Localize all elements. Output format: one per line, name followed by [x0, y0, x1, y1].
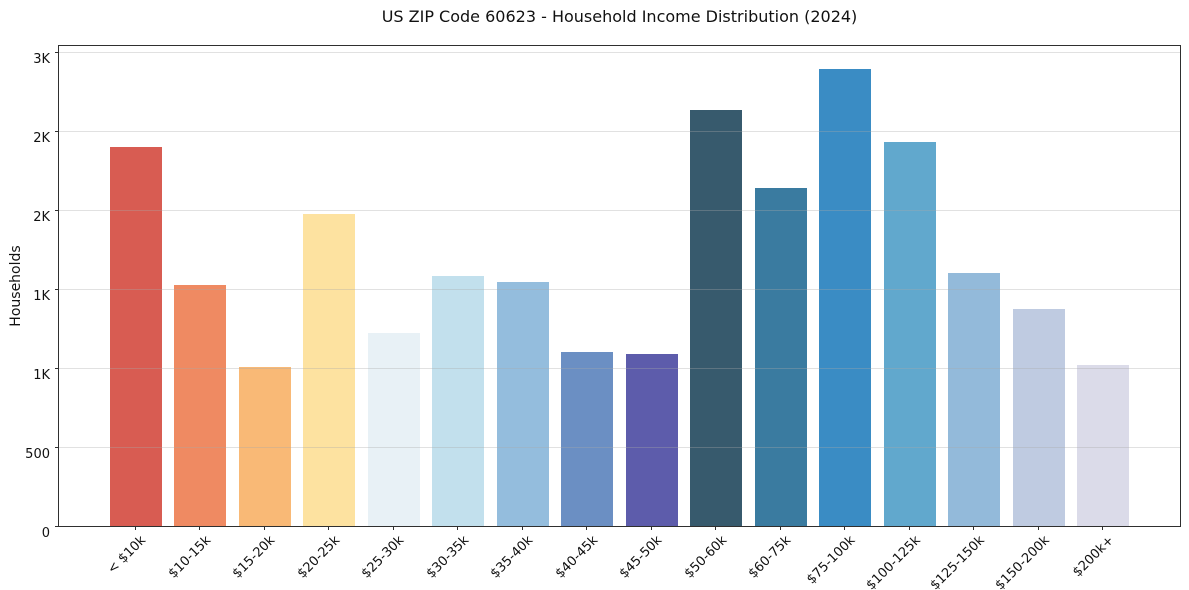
chart-title: US ZIP Code 60623 - Household Income Dis…: [381, 7, 858, 26]
x-tick: [328, 526, 330, 530]
x-tick: [973, 526, 975, 530]
gridline: [59, 209, 1180, 211]
y-tick: [55, 130, 59, 132]
x-tick-label: $10-15k: [165, 533, 214, 582]
plot-area: 0 500 1K 1K 2K 2K 3K < $10k $10-15k $15-20k $20-25…: [25, 45, 1181, 590]
x-tick-label: $25-30k: [358, 533, 408, 582]
bar: [819, 68, 872, 526]
gridline: [59, 51, 1180, 53]
y-tick: [55, 446, 59, 448]
x-tick-label: $60-75k: [745, 533, 795, 582]
x-tick: [715, 526, 717, 530]
x-tick: [650, 526, 652, 530]
x-tick-label: $40-45k: [552, 533, 601, 582]
x-tick-label: $75-100k: [804, 533, 859, 588]
x-tick-label: $50-60k: [681, 533, 730, 582]
x-tick-label: $20-25k: [294, 533, 343, 582]
y-tick: [55, 288, 59, 290]
x-tick: [908, 526, 910, 530]
x-tick: [134, 526, 136, 530]
y-axis-label: Households: [8, 245, 24, 327]
bar: [496, 282, 549, 526]
x-tick-label: $15-20k: [229, 533, 279, 582]
bar: [1077, 364, 1130, 526]
bar: [238, 367, 291, 526]
gridline: [59, 446, 1180, 448]
bar: [625, 354, 678, 526]
bar: [109, 147, 162, 526]
y-tick: [55, 526, 59, 527]
bar: [367, 333, 420, 526]
x-tick-label: $30-35k: [423, 533, 472, 582]
x-tick: [263, 526, 265, 530]
x-tick: [392, 526, 394, 530]
x-tick-label: $45-50k: [616, 533, 666, 582]
x-tick-label: < $10k: [105, 533, 150, 578]
x-tick: [521, 526, 523, 530]
x-tick-label: $200k+: [1069, 533, 1117, 581]
bar: [561, 352, 614, 526]
bar: [1012, 309, 1065, 526]
x-tick: [199, 526, 201, 530]
x-tick-label: $150-200k: [992, 533, 1053, 590]
x-tick: [1102, 526, 1104, 530]
bar: [690, 110, 743, 526]
bar: [303, 214, 356, 526]
y-tick: [55, 367, 59, 369]
y-tick: [55, 209, 59, 211]
bar: [754, 187, 807, 526]
gridline: [59, 367, 1180, 369]
x-tick: [779, 526, 781, 530]
x-tick: [1037, 526, 1039, 530]
x-tick-label: $35-40k: [487, 533, 537, 582]
bar: [174, 284, 227, 526]
y-tick: [55, 51, 59, 53]
gridline: [59, 288, 1180, 290]
x-tick-label: $125-150k: [927, 533, 988, 590]
gridline: [59, 130, 1180, 132]
bar: [948, 272, 1001, 526]
bar: [432, 276, 485, 526]
x-tick: [844, 526, 846, 530]
x-tick: [457, 526, 459, 530]
x-tick: [586, 526, 588, 530]
x-tick-label: $100-125k: [863, 533, 924, 590]
bar: [883, 141, 936, 526]
